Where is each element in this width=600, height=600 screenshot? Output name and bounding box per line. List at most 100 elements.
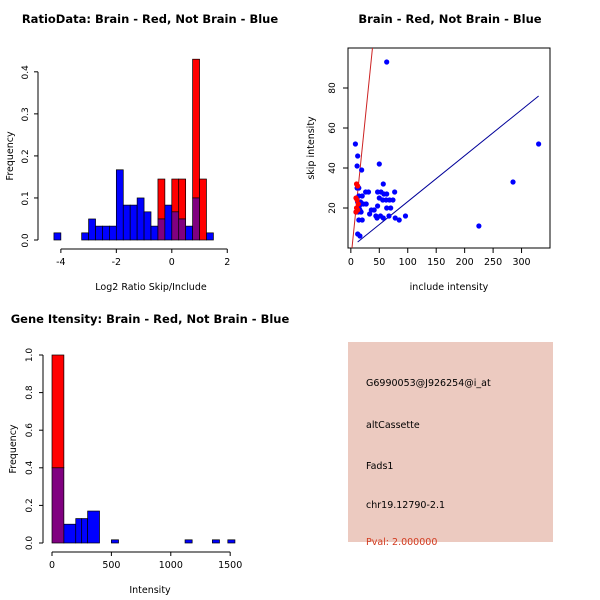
- y-tick-label-2: 60: [328, 122, 338, 134]
- locus-label: chr19.12790-2.1: [366, 500, 446, 511]
- y-tick-label-4: 0.4: [21, 65, 31, 80]
- event-type-label: altCassette: [366, 420, 420, 431]
- scatter-point-notbrain-3: [355, 153, 361, 159]
- ratio-bar-overlap-17: [192, 197, 200, 241]
- ratio-histogram-title: RatioData: Brain - Red, Not Brain - Blue: [21, 12, 279, 26]
- ratio-bar-blue-11: [150, 225, 159, 241]
- scatter-point-notbrain-24: [390, 197, 396, 203]
- scatter-point-brain-3: [354, 197, 360, 203]
- scatter-point-notbrain-49: [380, 215, 386, 221]
- ratio-histogram-plot: 0.0 0.1 0.2 0.3 0.4 Frequency -4 -2 0 2 Log2 Ratio…: [5, 58, 230, 293]
- y-axis-label: Frequency: [8, 424, 19, 473]
- x-tick-label-0: -4: [56, 257, 65, 268]
- ratio-bar-group-0: [53, 232, 62, 241]
- ratio-bar-blue-18: [206, 232, 214, 241]
- ratio-bar-upper-15: [178, 178, 187, 220]
- x-tick-label-2: 0: [169, 257, 175, 268]
- scatter-point-notbrain-36: [371, 207, 377, 213]
- x-tick-label-6: 300: [512, 257, 530, 268]
- ratio-bar-group-3: [95, 225, 103, 241]
- ratio-bar-group-9: [136, 197, 145, 241]
- scatter-point-notbrain-32: [388, 205, 394, 211]
- y-tick-label-2: 0.2: [21, 149, 31, 163]
- y-tick-label-4: 0.8: [25, 385, 35, 400]
- scatter-point-notbrain-40: [367, 211, 373, 217]
- scatter-point-notbrain-2: [536, 141, 542, 147]
- scatter-point-notbrain-8: [380, 181, 386, 187]
- ratio-bar-overlap-14: [171, 211, 180, 241]
- scatter-point-notbrain-5: [359, 167, 365, 173]
- scatter-point-notbrain-0: [384, 59, 390, 65]
- ratio-bar-blue-5: [109, 225, 117, 241]
- scatter-point-notbrain-19: [359, 193, 365, 199]
- ratio-bar-group-5: [109, 225, 117, 241]
- scatter-content: [351, 48, 542, 248]
- x-axis-label: Log2 Ratio Skip/Include: [95, 282, 207, 293]
- ratio-bar-blue-13: [164, 204, 173, 241]
- panel-ratio-histogram: RatioData: Brain - Red, Not Brain - Blue…: [0, 0, 300, 300]
- ratio-bar-blue-0: [53, 232, 62, 241]
- gene-bar-blue-3: [81, 518, 88, 544]
- x-tick-label-0: 0: [348, 257, 354, 268]
- y-tick-label-0: 0.0: [25, 536, 35, 551]
- x-tick-label-0: 0: [49, 560, 55, 571]
- ratio-bar-group-17: [192, 58, 200, 241]
- scatter-point-notbrain-1: [352, 141, 358, 147]
- ratio-bar-blue-8: [129, 204, 138, 241]
- ratio-bar-group-4: [102, 225, 110, 241]
- ratio-bar-group-10: [143, 211, 152, 241]
- ratio-bar-blue-1: [81, 232, 89, 241]
- plot-frame: [347, 47, 551, 249]
- ratio-bar-group-8: [129, 204, 138, 241]
- ratio-bar-group-16: [185, 225, 193, 241]
- ratio-bar-blue-6: [115, 169, 124, 241]
- probeset-id-label: G6990053@J926254@i_at: [366, 378, 491, 389]
- x-axis-label: Intensity: [129, 585, 171, 596]
- scatter-point-notbrain-4: [354, 163, 360, 169]
- fit-line-brain-fit: [351, 48, 373, 248]
- ratio-bar-blue-9: [136, 197, 145, 241]
- gene-histogram-title: Gene Itensity: Brain - Red, Not Brain - …: [10, 312, 290, 326]
- x-tick-label-3: 2: [224, 257, 230, 268]
- scatter-point-brain-4: [355, 201, 361, 207]
- panel-gene-histogram: Gene Itensity: Brain - Red, Not Brain - …: [0, 300, 300, 600]
- ratio-bar-group-11: [150, 225, 159, 241]
- y-tick-label-1: 0.1: [21, 191, 31, 205]
- ratio-bar-blue-7: [122, 204, 131, 241]
- ratio-bar-upper-17: [192, 58, 200, 199]
- ratio-bar-blue-16: [185, 225, 193, 241]
- ratio-bar-upper-12: [157, 178, 166, 220]
- scatter-point-brain-7: [353, 209, 359, 215]
- scatter-point-notbrain-51: [476, 223, 482, 229]
- ratio-bar-red-19: [199, 178, 207, 241]
- y-tick-label-0: 20: [328, 202, 338, 214]
- gene-bar-blue-8: [227, 539, 236, 544]
- gene-bar-blue-2: [75, 518, 83, 544]
- panel-intensity-scatter: Brain - Red, Not Brain - Blue 20 40 60 80 sk…: [300, 0, 600, 300]
- y-tick-label-3: 80: [328, 82, 338, 94]
- gene-bar-blue-4: [87, 510, 100, 544]
- scatter-point-notbrain-30: [374, 203, 381, 209]
- gene-bar-blue-6: [184, 539, 193, 544]
- panel-gene-info: G6990053@J926254@i_at altCassette Fads1 …: [300, 300, 600, 600]
- ratio-bar-overlap-12: [157, 218, 166, 241]
- scatter-point-notbrain-53: [357, 233, 363, 239]
- y-tick-label-3: 0.3: [21, 107, 31, 121]
- gene-info-box: G6990053@J926254@i_at altCassette Fads1 …: [348, 342, 553, 548]
- ratio-bar-group-19: [199, 178, 207, 241]
- x-tick-label-2: 1000: [159, 560, 183, 571]
- x-tick-label-5: 250: [484, 257, 502, 268]
- gene-bar-blue-5: [111, 539, 119, 544]
- scatter-point-notbrain-47: [359, 217, 365, 223]
- scatter-point-notbrain-7: [510, 179, 516, 185]
- scatter-point-notbrain-17: [392, 189, 398, 195]
- ratio-bar-blue-10: [143, 211, 152, 241]
- ratio-bar-blue-4: [102, 225, 110, 241]
- x-tick-label-1: 50: [373, 257, 385, 268]
- y-axis-label: Frequency: [5, 131, 16, 180]
- ratio-bar-group-13: [164, 204, 173, 241]
- gene-bar-red-0: [51, 354, 65, 469]
- ratio-bar-blue-3: [95, 225, 103, 241]
- ratio-bar-group-15: [178, 178, 187, 241]
- ratio-bar-group-7: [122, 204, 131, 241]
